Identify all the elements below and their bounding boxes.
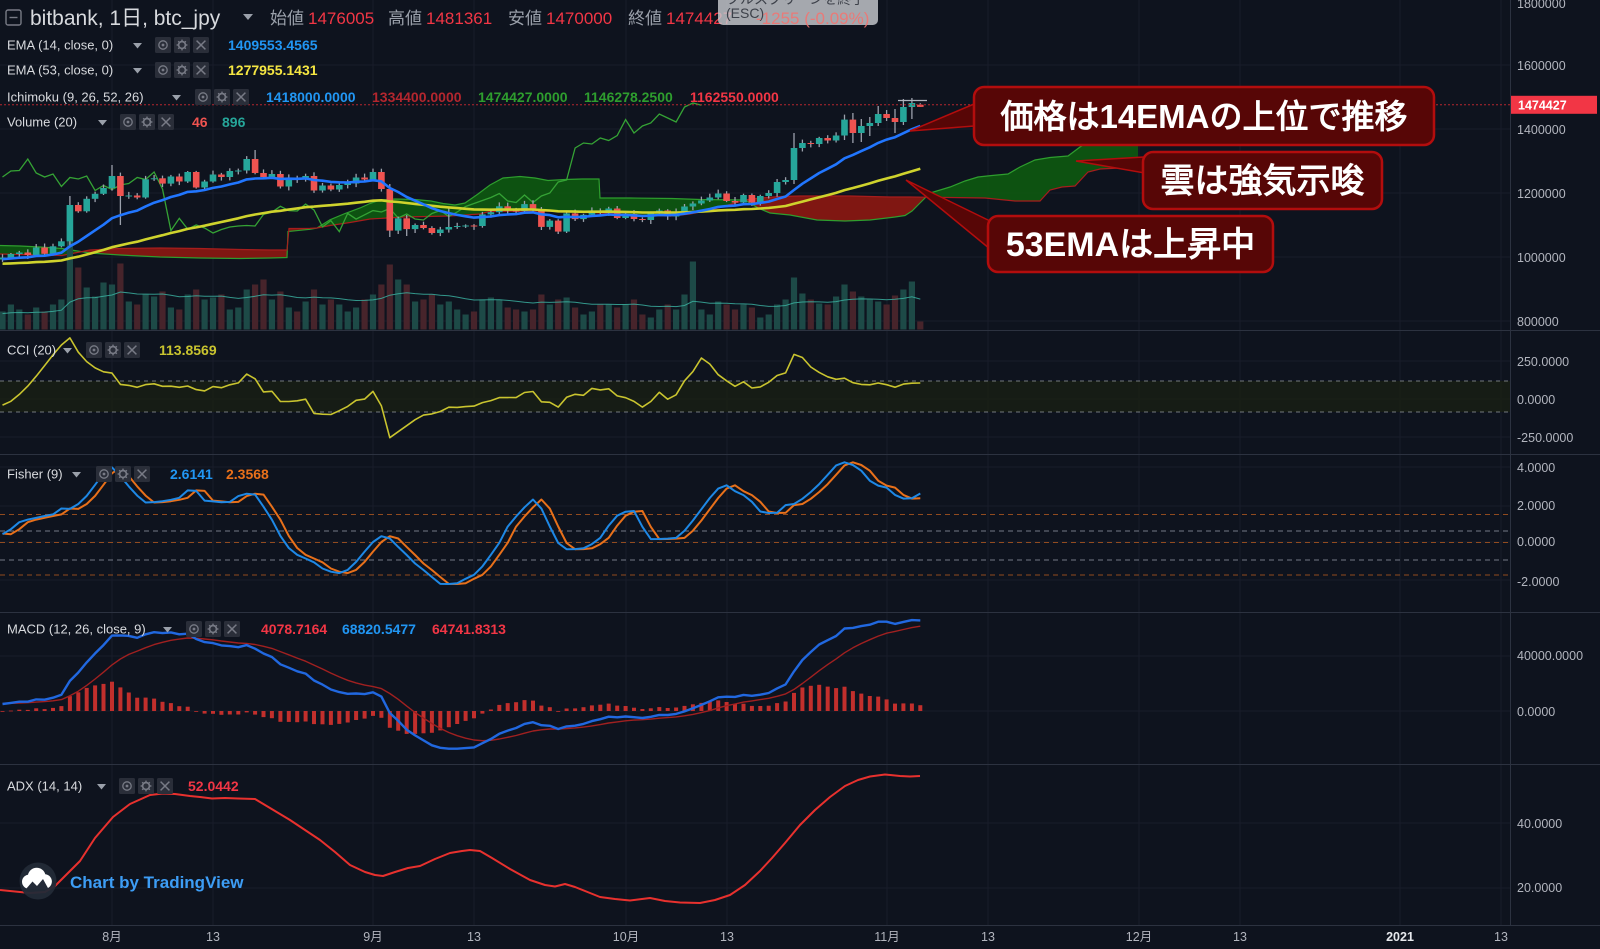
svg-text:40000.0000: 40000.0000 (1517, 649, 1583, 663)
svg-text:1418000.0000: 1418000.0000 (266, 89, 356, 105)
svg-text:1000000: 1000000 (1517, 251, 1566, 265)
svg-text:2.3568: 2.3568 (226, 466, 269, 482)
svg-text:64741.8313: 64741.8313 (432, 621, 506, 637)
svg-text:Ichimoku (9, 26, 52, 26): Ichimoku (9, 26, 52, 26) (7, 90, 144, 105)
svg-text:Fisher (9): Fisher (9) (7, 467, 63, 482)
svg-text:1277955.1431: 1277955.1431 (228, 62, 318, 78)
svg-text:1481361: 1481361 (426, 9, 492, 28)
svg-text:-1255 (-0.09%): -1255 (-0.09%) (756, 9, 869, 28)
svg-text:250.0000: 250.0000 (1517, 355, 1569, 369)
svg-text:1474427: 1474427 (1518, 98, 1567, 112)
svg-text:40.0000: 40.0000 (1517, 817, 1562, 831)
svg-text:安値: 安値 (508, 9, 542, 28)
svg-text:1600000: 1600000 (1517, 59, 1566, 73)
svg-text:11月: 11月 (874, 930, 899, 944)
svg-text:1162550.0000: 1162550.0000 (690, 89, 779, 105)
svg-text:13: 13 (1233, 930, 1247, 944)
svg-text:始値: 始値 (270, 9, 304, 28)
svg-text:8月: 8月 (102, 930, 121, 944)
svg-text:4078.7164: 4078.7164 (261, 621, 327, 637)
svg-text:13: 13 (467, 930, 481, 944)
svg-text:13: 13 (981, 930, 995, 944)
svg-text:(ESC): (ESC) (726, 5, 764, 21)
svg-text:ADX (14, 14): ADX (14, 14) (7, 779, 82, 794)
svg-text:bitbank, 1日, btc_jpy: bitbank, 1日, btc_jpy (30, 7, 221, 30)
svg-text:13: 13 (206, 930, 220, 944)
svg-text:800000: 800000 (1517, 315, 1559, 329)
svg-text:1400000: 1400000 (1517, 123, 1566, 137)
svg-text:0.0000: 0.0000 (1517, 393, 1555, 407)
svg-text:46: 46 (192, 114, 208, 130)
svg-text:896: 896 (222, 114, 246, 130)
svg-text:4.0000: 4.0000 (1517, 461, 1555, 475)
svg-text:0.0000: 0.0000 (1517, 705, 1555, 719)
svg-text:終値: 終値 (628, 9, 662, 28)
svg-text:52.0442: 52.0442 (188, 778, 239, 794)
svg-text:1200000: 1200000 (1517, 187, 1566, 201)
svg-text:13: 13 (720, 930, 734, 944)
svg-text:20.0000: 20.0000 (1517, 881, 1562, 895)
svg-text:高値: 高値 (388, 9, 422, 28)
svg-text:EMA (53, close, 0): EMA (53, close, 0) (7, 63, 113, 78)
svg-text:CCI (20): CCI (20) (7, 343, 56, 358)
svg-text:価格は14EMAの上位で推移: 価格は14EMAの上位で推移 (999, 98, 1407, 135)
svg-text:雲は強気示唆: 雲は強気示唆 (1161, 162, 1365, 201)
svg-text:1334400.0000: 1334400.0000 (372, 89, 462, 105)
svg-text:2.6141: 2.6141 (170, 466, 213, 482)
svg-text:1474427: 1474427 (666, 9, 732, 28)
svg-text:53EMAは上昇中: 53EMAは上昇中 (1006, 226, 1255, 264)
svg-text:1470000: 1470000 (546, 9, 612, 28)
svg-text:-2.0000: -2.0000 (1517, 575, 1559, 589)
svg-text:2.0000: 2.0000 (1517, 499, 1555, 513)
svg-text:1409553.4565: 1409553.4565 (228, 37, 318, 53)
svg-text:13: 13 (1494, 930, 1508, 944)
svg-text:1476005: 1476005 (308, 9, 374, 28)
svg-text:1146278.2500: 1146278.2500 (584, 89, 673, 105)
svg-text:0.0000: 0.0000 (1517, 535, 1555, 549)
svg-text:10月: 10月 (613, 930, 639, 944)
svg-text:113.8569: 113.8569 (159, 342, 217, 358)
svg-text:12月: 12月 (1126, 930, 1152, 944)
svg-text:9月: 9月 (363, 930, 382, 944)
svg-text:EMA (14, close, 0): EMA (14, close, 0) (7, 38, 113, 53)
svg-text:1800000: 1800000 (1517, 0, 1566, 11)
svg-text:Volume (20): Volume (20) (7, 115, 77, 130)
svg-text:68820.5477: 68820.5477 (342, 621, 416, 637)
svg-text:MACD (12, 26, close, 9): MACD (12, 26, close, 9) (7, 622, 146, 637)
svg-text:Chart by TradingView: Chart by TradingView (70, 873, 244, 892)
svg-text:フルスクリーンを終了: フルスクリーンを終了 (726, 0, 865, 7)
svg-text:2021: 2021 (1386, 930, 1414, 944)
svg-text:-250.0000: -250.0000 (1517, 431, 1573, 445)
svg-text:1474427.0000: 1474427.0000 (478, 89, 568, 105)
